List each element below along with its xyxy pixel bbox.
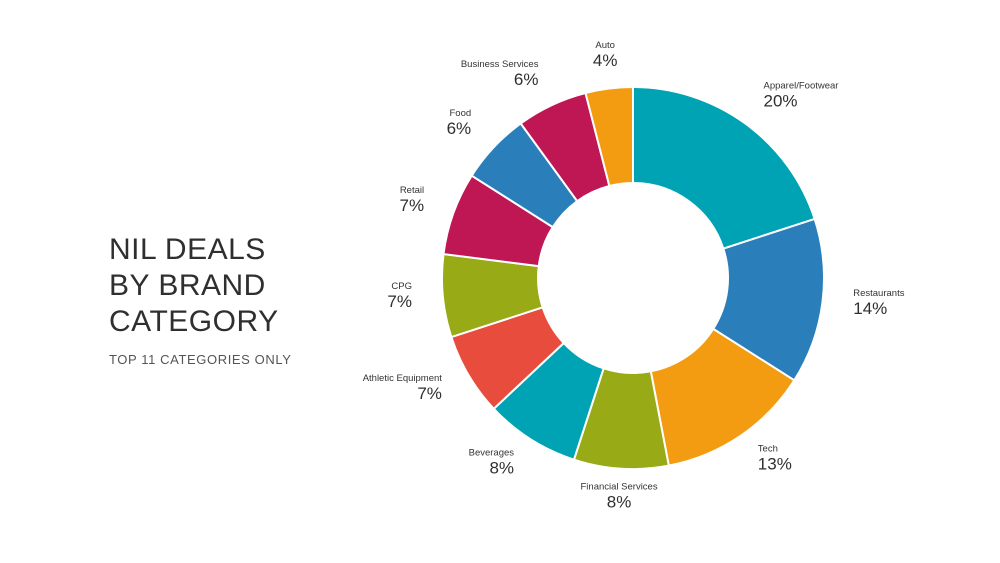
percent-label-apparel-footwear: 20%	[763, 91, 797, 110]
category-label-food: Food	[450, 108, 472, 119]
donut-slice-apparel-footwear	[632, 85, 816, 250]
category-label-beverages: Beverages	[469, 447, 515, 458]
category-label-cpg: CPG	[391, 281, 412, 292]
donut-slice-auto	[584, 85, 634, 188]
percent-label-beverages: 8%	[489, 458, 514, 477]
chart-title-line-3: CATEGORY	[109, 305, 279, 338]
percent-label-auto: 4%	[593, 51, 618, 70]
percent-label-food: 6%	[447, 119, 472, 138]
percent-label-restaurants: 14%	[853, 299, 887, 318]
category-label-tech: Tech	[758, 444, 778, 455]
category-label-business-services: Business Services	[461, 59, 539, 70]
category-label-apparel-footwear: Apparel/Footwear	[763, 80, 838, 91]
percent-label-athletic-equipment: 7%	[417, 384, 442, 403]
chart-title-line-1: NIL DEALS	[109, 233, 266, 266]
chart-title-line-2: BY BRAND	[109, 269, 266, 302]
category-label-athletic-equipment: Athletic Equipment	[363, 373, 443, 384]
category-label-restaurants: Restaurants	[853, 288, 904, 299]
percent-label-tech: 13%	[758, 455, 792, 474]
percent-label-financial-services: 8%	[607, 493, 632, 512]
chart-title-block: NIL DEALS BY BRAND CATEGORY TOP 11 CATEG…	[109, 232, 369, 367]
percent-label-cpg: 7%	[387, 292, 412, 311]
percent-label-retail: 7%	[400, 196, 425, 215]
percent-label-business-services: 6%	[514, 70, 539, 89]
chart-subtitle: TOP 11 CATEGORIES ONLY	[109, 352, 292, 367]
category-label-financial-services: Financial Services	[581, 482, 658, 493]
category-label-auto: Auto	[595, 40, 615, 51]
category-label-retail: Retail	[400, 185, 424, 196]
